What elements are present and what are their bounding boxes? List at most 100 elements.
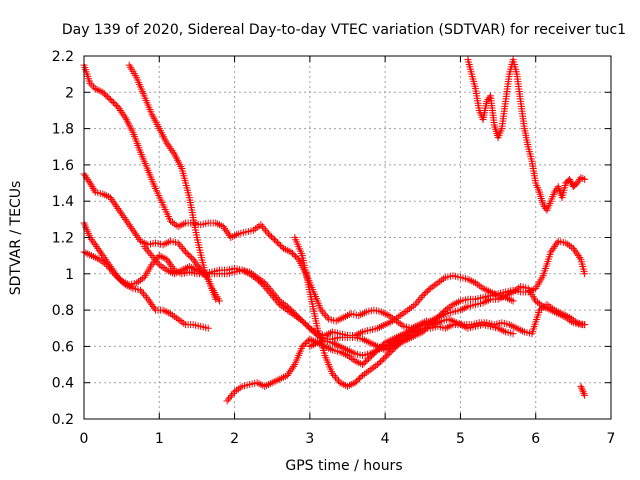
series-track-f xyxy=(140,243,517,340)
data-point xyxy=(119,212,127,220)
data-point xyxy=(377,358,385,366)
data-point xyxy=(270,290,278,298)
data-point xyxy=(261,279,269,287)
data-point xyxy=(118,210,126,218)
data-point xyxy=(103,93,111,101)
data-point xyxy=(87,181,95,189)
data-point xyxy=(134,234,142,241)
data-point xyxy=(150,304,158,312)
data-point xyxy=(509,297,517,305)
data-point xyxy=(417,293,425,301)
data-point xyxy=(509,330,517,338)
data-point xyxy=(285,304,293,312)
data-point xyxy=(223,397,231,405)
data-point xyxy=(572,248,580,256)
data-point xyxy=(145,248,153,256)
data-point xyxy=(581,270,589,278)
data-point xyxy=(88,81,96,89)
data-point xyxy=(573,179,581,187)
chart-title: Day 139 of 2020, Sidereal Day-to-day VTE… xyxy=(62,22,626,38)
data-point xyxy=(579,388,587,396)
data-point xyxy=(300,341,308,349)
data-point xyxy=(84,175,92,183)
data-point xyxy=(547,248,555,256)
y-tick-label: 1.4 xyxy=(52,194,74,210)
data-point xyxy=(319,308,327,316)
data-point xyxy=(420,290,428,298)
data-point xyxy=(148,261,156,269)
data-point xyxy=(118,108,126,116)
data-point xyxy=(111,201,119,209)
data-point xyxy=(115,274,123,282)
y-tick-label: 2 xyxy=(65,85,74,101)
data-point xyxy=(129,226,137,234)
data-point xyxy=(107,266,115,274)
data-point xyxy=(303,338,311,346)
series-track-k xyxy=(577,382,589,399)
data-point xyxy=(549,244,557,252)
data-point xyxy=(257,221,265,229)
data-point xyxy=(333,375,341,383)
data-point xyxy=(165,259,173,267)
data-point xyxy=(114,204,122,212)
data-point xyxy=(100,253,108,261)
data-point xyxy=(106,96,114,104)
data-point xyxy=(115,206,123,214)
data-point xyxy=(378,356,386,364)
data-point xyxy=(131,230,139,238)
data-point xyxy=(320,310,328,318)
data-point xyxy=(360,359,368,367)
data-point xyxy=(386,349,394,357)
data-point xyxy=(88,183,96,191)
data-point xyxy=(285,370,293,378)
data-point xyxy=(263,228,271,236)
data-point xyxy=(130,228,138,236)
data-point xyxy=(548,246,556,254)
data-point xyxy=(298,317,306,325)
data-point xyxy=(290,362,298,370)
data-point xyxy=(163,255,171,263)
data-point xyxy=(571,246,579,254)
data-point xyxy=(139,290,147,298)
data-point xyxy=(120,112,128,120)
data-point xyxy=(288,307,296,315)
data-point xyxy=(580,390,588,398)
data-point xyxy=(106,194,114,202)
data-point xyxy=(552,186,560,194)
data-point xyxy=(353,377,361,385)
y-tick-label: 1 xyxy=(65,267,74,283)
data-point xyxy=(387,347,395,355)
data-point xyxy=(179,244,187,252)
data-point xyxy=(112,271,120,279)
data-point xyxy=(165,143,173,151)
data-point xyxy=(125,221,133,229)
data-point xyxy=(292,252,300,260)
data-point xyxy=(574,177,582,185)
data-point xyxy=(143,246,151,254)
data-point xyxy=(119,110,127,118)
data-point xyxy=(266,231,274,239)
data-point xyxy=(374,361,382,369)
series-track-h xyxy=(291,234,412,390)
data-point xyxy=(271,292,279,300)
y-tick-label: 2.2 xyxy=(52,49,74,65)
data-point xyxy=(356,374,364,382)
data-point xyxy=(323,313,331,321)
data-point xyxy=(182,248,190,256)
data-point xyxy=(147,299,155,307)
data-point xyxy=(393,342,401,350)
data-point xyxy=(177,243,185,251)
data-point xyxy=(164,257,172,265)
data-point xyxy=(106,264,114,272)
y-tick-label: 0.8 xyxy=(52,303,74,319)
data-point xyxy=(351,379,359,387)
data-point xyxy=(216,297,224,305)
data-point xyxy=(114,103,122,111)
data-point xyxy=(581,321,589,329)
data-point xyxy=(113,203,121,211)
data-point xyxy=(363,356,371,364)
data-point xyxy=(566,175,574,183)
data-point xyxy=(268,288,276,296)
data-point xyxy=(168,146,176,154)
